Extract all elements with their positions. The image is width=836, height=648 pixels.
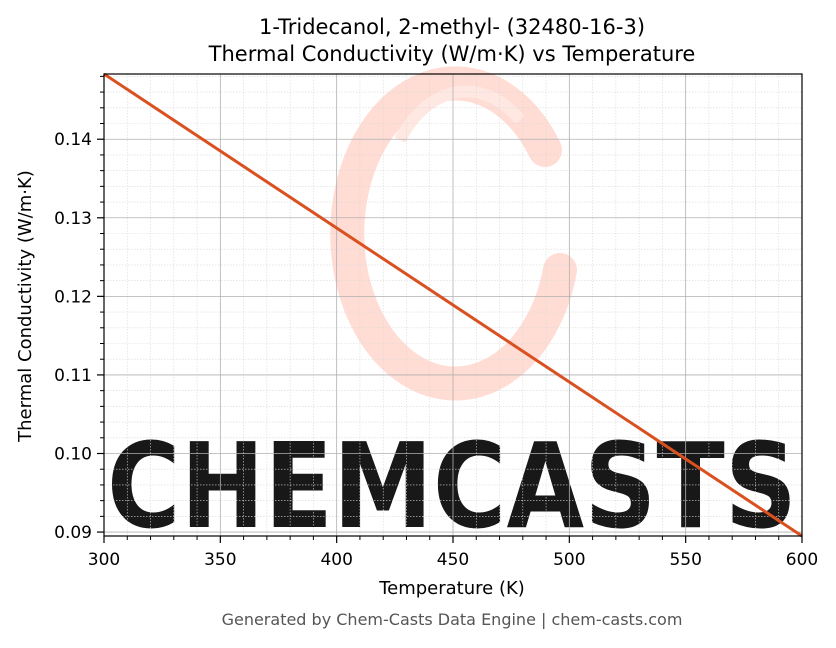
x-tick-label: 300 [88,550,120,570]
y-tick-label: 0.14 [54,130,92,150]
series-layer [103,72,803,538]
x-axis: 300 350 400 450 500 550 600 [88,536,818,570]
y-tick-label: 0.12 [54,287,92,307]
x-axis-label: Temperature (K) [378,578,525,599]
series-line [103,72,803,538]
footer-credit: Generated by Chem-Casts Data Engine | ch… [222,610,683,629]
x-tick-label: 500 [553,550,585,570]
y-axis: 0.09 0.10 0.11 0.12 0.13 0.14 [54,75,104,543]
x-tick-label: 350 [204,550,236,570]
y-tick-label: 0.10 [54,445,92,465]
y-tick-label: 0.09 [54,523,92,543]
x-tick-label: 550 [669,550,701,570]
chart-title: 1-Tridecanol, 2-methyl- (32480-16-3) [259,15,645,39]
y-axis-label: Thermal Conductivity (W/m·K) [15,170,36,443]
x-tick-label: 400 [320,550,352,570]
x-tick-label: 600 [786,550,818,570]
y-tick-label: 0.11 [54,366,92,386]
x-tick-label: 450 [437,550,469,570]
y-tick-label: 0.13 [54,209,92,229]
chart-subtitle: Thermal Conductivity (W/m·K) vs Temperat… [208,42,696,66]
